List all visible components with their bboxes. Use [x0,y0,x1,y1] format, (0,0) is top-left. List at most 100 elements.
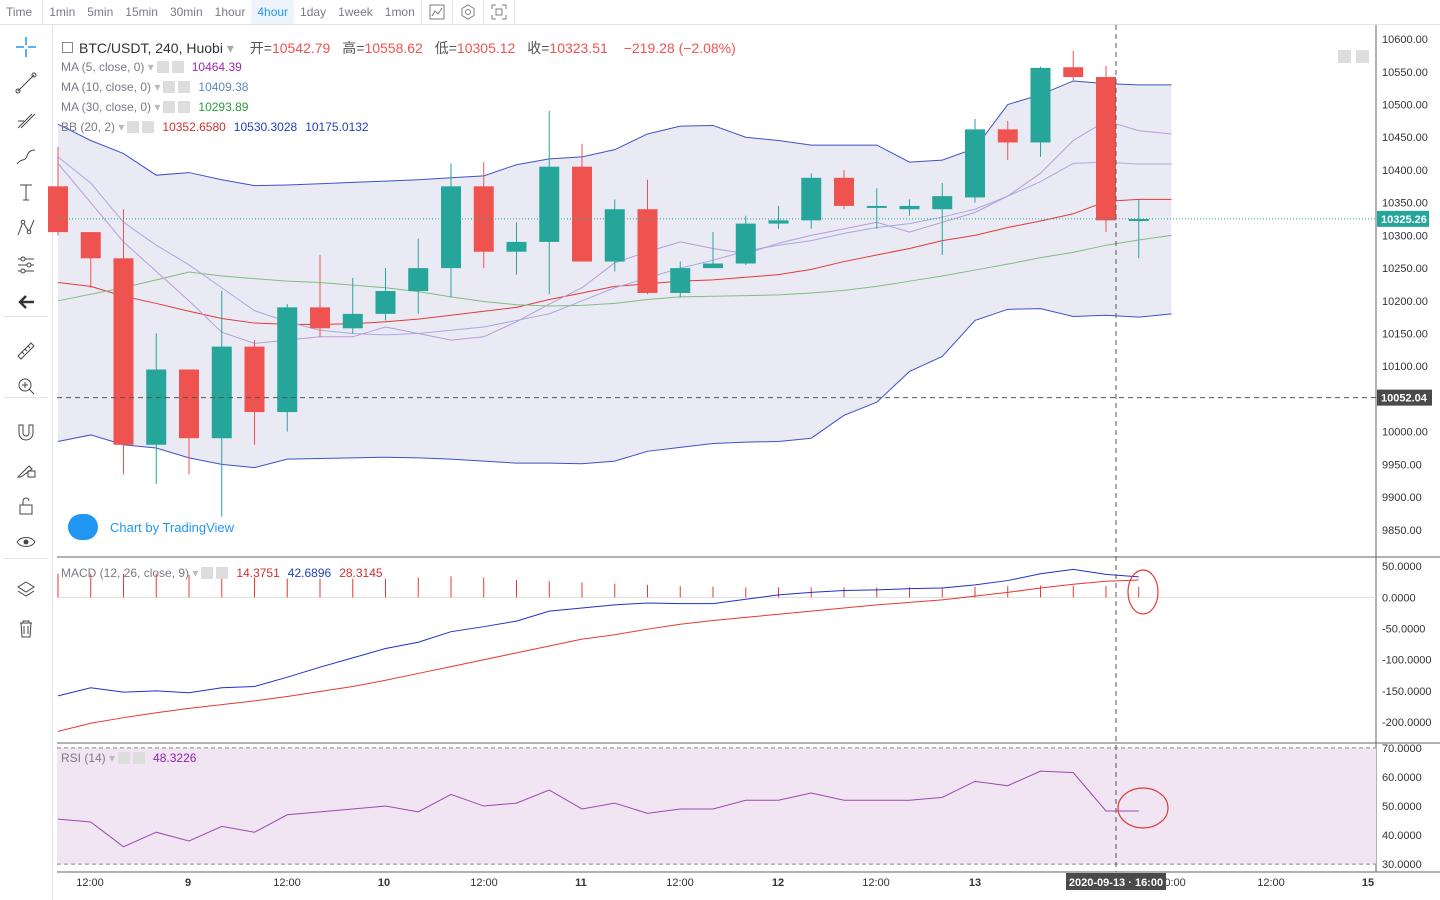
tool-button-lock[interactable] [10,492,42,520]
macd-line [57,568,1139,697]
time-tick-label: 11 [575,877,587,889]
close-icon[interactable] [142,121,155,133]
indicator-name: RSI (14) [61,751,106,765]
tool-button-back-arrow[interactable] [10,288,42,316]
tradingview-watermark[interactable]: Chart by TradingView [68,514,234,540]
time-tick-label: 13 [969,877,981,889]
tool-button-magnet[interactable] [10,418,42,446]
tf-1min[interactable]: 1min [49,5,76,19]
price-tick-label: 10000.00 [1382,427,1428,439]
indicator-legend[interactable]: MA (5, close, 0) ▾ 10464.39 [61,60,242,74]
tool-button-layers[interactable] [10,576,42,604]
indicator-name: MACD (12, 26, close, 9) [61,566,190,580]
close-icon[interactable] [171,61,184,73]
settings-icon[interactable] [163,101,176,113]
candle-body [997,129,1018,143]
settings-icon[interactable] [201,567,214,579]
change-value: −219.28 (−2.08%) [623,40,736,56]
tool-button-brush[interactable] [10,143,42,171]
crosshair-time-label: 2020-09-13 · 16:00 [1069,877,1163,889]
settings-icon[interactable] [118,752,131,764]
indicator-legend[interactable]: MA (30, close, 0) ▾ 10293.89 [61,100,248,114]
close-icon[interactable] [178,101,191,113]
close-label: 收= [527,40,550,56]
candle-body [866,205,887,208]
price-tick-label: 10200.00 [1382,296,1428,308]
tf-time[interactable]: Time [6,5,33,19]
settings-icon[interactable] [127,121,140,133]
price-tick-label: 9850.00 [1382,525,1422,537]
tf-15min[interactable]: 15min [125,5,158,19]
chevron-down-icon[interactable]: ▾ [151,80,161,94]
indicator-value: 48.3226 [153,751,197,765]
trash-icon [20,620,32,638]
tool-button-trend-line[interactable] [10,69,42,97]
tf-1day[interactable]: 1day [300,5,327,19]
open-value: 10542.79 [271,40,331,56]
toolbar-divider [4,558,48,559]
indicator-value: 14.3751 [236,566,280,580]
high-label: 高= [342,40,365,56]
tool-button-trash[interactable] [10,614,42,642]
indicator-value: 28.3145 [339,566,383,580]
time-tick-label: 10 [378,877,390,889]
chevron-down-icon[interactable]: ▾ [144,60,154,74]
chevron-down-icon[interactable]: ▾ [115,120,125,134]
price-tick-label: 10150.00 [1382,329,1428,341]
chevron-down-icon[interactable]: ▾ [105,751,116,765]
drawing-toolbar [0,25,53,900]
trend-line-icon [15,72,37,94]
settings-icon[interactable] [163,81,176,93]
indicator-name: MA (5, close, 0) [61,60,145,74]
macd-tick-label: -100.0000 [1382,655,1432,667]
tf-4hour[interactable]: 4hour [251,0,295,24]
macd-signal-line [57,579,1139,732]
rsi-tick-label: 50.0000 [1382,801,1422,813]
chevron-down-icon[interactable]: ▾ [189,566,199,580]
rsi-band [57,747,1376,865]
tool-button-crosshair[interactable] [10,33,42,61]
close-icon[interactable] [133,752,146,764]
indicator-legend[interactable]: MA (10, close, 0) ▾ 10409.38 [61,80,248,94]
tradingview-logo-icon [68,514,98,540]
tool-button-ruler[interactable] [10,337,42,365]
macd-legend[interactable]: MACD (12, 26, close, 9) ▾ 14.3751 42.6896 2… [61,566,383,580]
time-tick-label: 12 [772,877,784,889]
chevron-down-icon[interactable]: ▾ [151,100,161,114]
tool-button-pattern[interactable] [10,214,42,242]
indicator-legend[interactable]: BB (20, 2) ▾ 10352.6580 10530.3028 10175.01… [61,120,369,134]
last-price-label: 10325.26 [1381,214,1427,226]
candle-body [670,268,691,293]
tool-button-zoom-in[interactable] [10,372,42,400]
low-label: 低= [434,40,457,56]
crosshair-time-badge [1066,873,1166,890]
tf-5min[interactable]: 5min [87,5,114,19]
settings-button[interactable] [451,0,483,24]
chevron-down-icon[interactable]: ▾ [226,40,234,56]
tool-button-text[interactable] [10,178,42,206]
candle-body [965,129,985,198]
tf-1week[interactable]: 1week [338,5,373,19]
tf-1mon[interactable]: 1mon [384,5,415,19]
tf-30min[interactable]: 30min [169,5,203,19]
annotation-circle [1127,569,1159,615]
low-value: 10305.12 [456,40,516,56]
time-tick-label: 12:00 [470,877,498,889]
tool-button-lock-drawing[interactable] [10,455,42,483]
tool-button-eye[interactable] [10,528,42,556]
rsi-legend[interactable]: RSI (14) ▾ 48.3226 [61,751,196,765]
chart-style-button[interactable] [420,0,452,24]
tool-button-measure[interactable] [10,251,42,279]
tool-button-pitchfork[interactable] [10,106,42,134]
close-icon[interactable] [216,567,229,579]
candle-body [604,209,625,262]
collapse-icon[interactable] [62,42,73,53]
price-tick-label: 9900.00 [1382,492,1422,504]
fullscreen-button[interactable] [482,0,515,24]
close-icon[interactable] [178,81,191,93]
bb-fill [58,80,1172,468]
price-tick-label: 10550.00 [1382,67,1428,79]
settings-icon[interactable] [156,61,169,73]
tf-1hour[interactable]: 1hour [214,5,246,19]
